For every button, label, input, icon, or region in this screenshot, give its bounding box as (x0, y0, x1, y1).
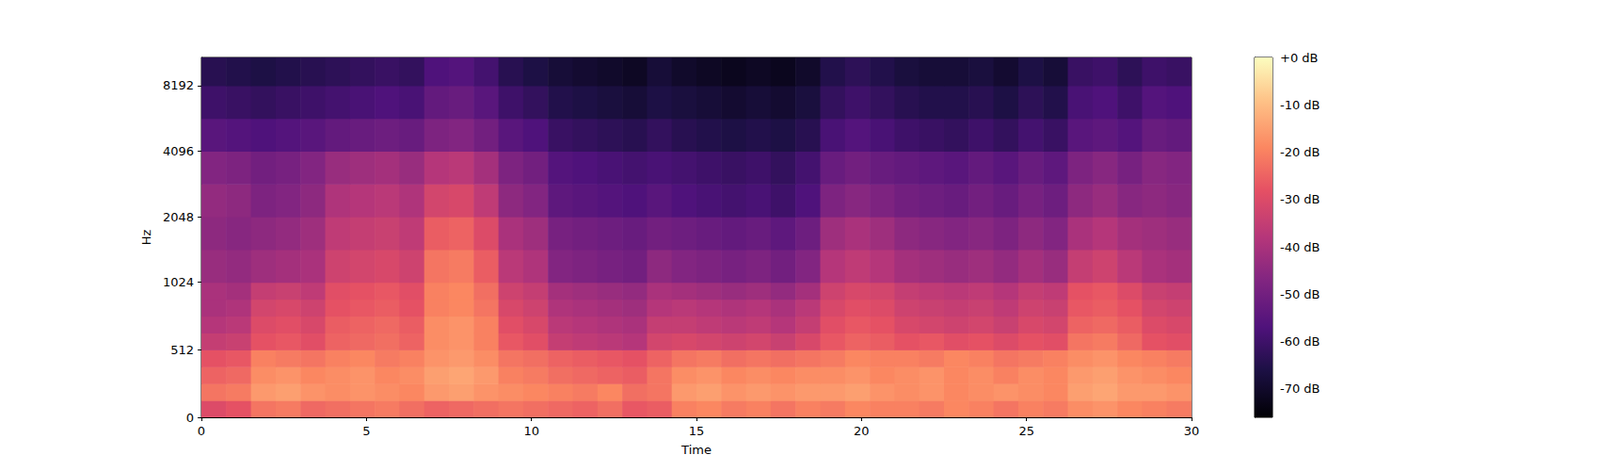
svg-text:0: 0 (197, 423, 206, 438)
svg-text:-20 dB: -20 dB (1280, 144, 1321, 160)
svg-text:-10 dB: -10 dB (1280, 97, 1321, 112)
svg-text:15: 15 (688, 423, 705, 438)
svg-text:10: 10 (523, 423, 540, 438)
svg-text:-70 dB: -70 dB (1280, 381, 1321, 396)
svg-text:-60 dB: -60 dB (1280, 334, 1321, 349)
svg-text:-50 dB: -50 dB (1280, 287, 1321, 302)
svg-text:1024: 1024 (162, 274, 194, 289)
svg-text:25: 25 (1018, 423, 1035, 438)
svg-text:20: 20 (853, 423, 870, 438)
svg-text:512: 512 (170, 342, 194, 357)
svg-text:-30 dB: -30 dB (1280, 192, 1321, 207)
svg-text:Time: Time (680, 442, 712, 457)
svg-text:8192: 8192 (162, 78, 194, 93)
svg-text:2048: 2048 (162, 209, 194, 224)
svg-text:-40 dB: -40 dB (1280, 240, 1321, 255)
svg-text:Hz: Hz (139, 229, 154, 246)
svg-text:30: 30 (1184, 423, 1200, 438)
svg-text:5: 5 (362, 423, 370, 438)
svg-text:+0 dB: +0 dB (1280, 50, 1318, 65)
svg-text:4096: 4096 (162, 144, 194, 159)
svg-text:0: 0 (186, 410, 194, 425)
